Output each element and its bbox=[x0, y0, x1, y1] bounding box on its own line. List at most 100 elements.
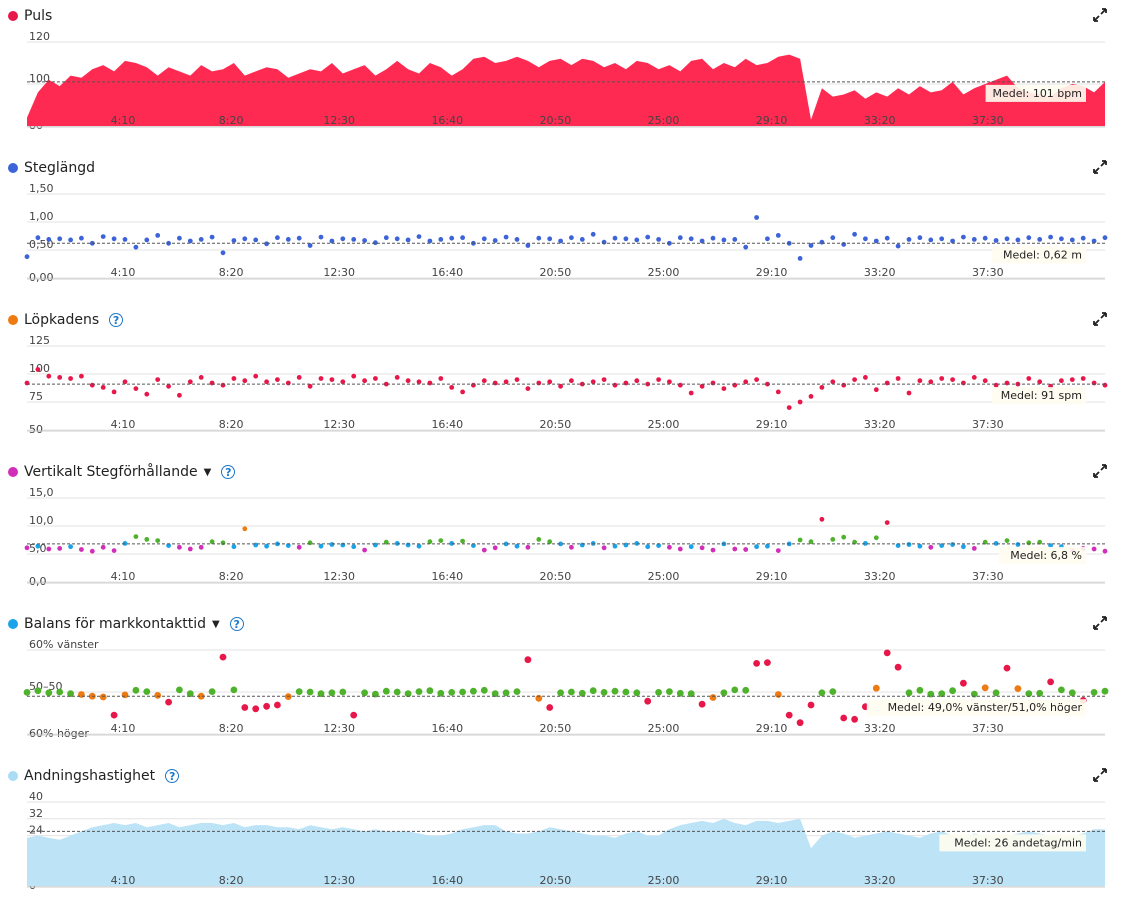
data-point bbox=[905, 689, 913, 697]
data-point bbox=[1069, 377, 1075, 382]
expand-icon[interactable] bbox=[1093, 8, 1107, 22]
help-icon[interactable]: ? bbox=[229, 617, 244, 631]
data-point bbox=[1026, 376, 1032, 381]
x-tick-label: 29:10 bbox=[756, 266, 788, 279]
data-point bbox=[296, 375, 302, 380]
data-point bbox=[242, 526, 248, 532]
data-point bbox=[198, 375, 204, 380]
data-point bbox=[426, 687, 434, 695]
series-area bbox=[27, 818, 1105, 886]
data-point bbox=[415, 688, 423, 695]
data-point bbox=[742, 686, 750, 694]
data-point bbox=[895, 243, 901, 249]
data-point bbox=[383, 539, 389, 545]
data-point bbox=[285, 380, 291, 386]
x-tick-label: 33:20 bbox=[864, 266, 896, 279]
expand-icon[interactable] bbox=[1093, 464, 1107, 478]
x-tick-label: 33:20 bbox=[864, 874, 896, 887]
data-point bbox=[536, 380, 542, 386]
data-point bbox=[939, 236, 945, 242]
x-tick-label: 29:10 bbox=[756, 722, 788, 735]
data-point bbox=[340, 379, 346, 385]
data-point bbox=[241, 704, 249, 711]
data-point bbox=[569, 544, 574, 550]
data-point bbox=[568, 688, 575, 696]
data-point bbox=[187, 379, 193, 385]
data-point bbox=[1059, 378, 1064, 384]
expand-icon[interactable] bbox=[1093, 616, 1107, 630]
data-point bbox=[797, 537, 803, 543]
data-point bbox=[819, 516, 825, 522]
data-point bbox=[275, 235, 280, 241]
x-tick-label: 16:40 bbox=[431, 570, 463, 583]
data-point bbox=[394, 375, 400, 380]
data-point bbox=[961, 380, 966, 386]
data-point bbox=[1091, 380, 1097, 386]
x-tick-label: 37:30 bbox=[972, 114, 1004, 127]
data-point bbox=[873, 535, 879, 541]
x-tick-label: 16:40 bbox=[431, 722, 463, 735]
help-icon[interactable]: ? bbox=[109, 313, 124, 327]
chart-header: Andningshastighet? bbox=[8, 766, 180, 786]
data-point bbox=[699, 383, 705, 389]
data-point bbox=[558, 541, 563, 547]
data-point bbox=[589, 687, 597, 695]
caret-down-icon[interactable]: ▼ bbox=[212, 618, 220, 630]
data-point bbox=[687, 690, 695, 698]
data-point bbox=[78, 691, 85, 698]
data-point bbox=[1080, 376, 1086, 381]
help-icon[interactable]: ? bbox=[165, 769, 180, 783]
expand-icon[interactable] bbox=[1093, 160, 1107, 174]
data-point bbox=[525, 386, 531, 391]
data-point bbox=[100, 234, 106, 239]
data-point bbox=[557, 689, 564, 697]
expand-icon[interactable] bbox=[1093, 768, 1107, 782]
data-point bbox=[121, 691, 129, 699]
help-icon[interactable]: ? bbox=[221, 465, 236, 479]
x-tick-label: 37:30 bbox=[972, 266, 1004, 279]
data-point bbox=[884, 380, 890, 386]
data-point bbox=[133, 244, 139, 250]
caret-down-icon[interactable]: ▼ bbox=[203, 466, 212, 478]
mean-label: Medel: 101 bpm bbox=[993, 87, 1082, 100]
data-point bbox=[644, 697, 652, 705]
data-point bbox=[219, 653, 227, 661]
data-point bbox=[79, 547, 84, 552]
chart-panel-andning: Andningshastighet?4032241680Medel: 26 an… bbox=[0, 760, 1121, 912]
chart-header: Löpkadens? bbox=[8, 310, 124, 330]
data-point bbox=[917, 378, 923, 384]
data-point bbox=[928, 544, 934, 550]
data-point bbox=[24, 380, 30, 386]
x-tick-label: 25:00 bbox=[648, 114, 680, 127]
x-tick-label: 4:10 bbox=[111, 874, 136, 887]
data-point bbox=[710, 380, 716, 386]
data-point bbox=[1004, 538, 1010, 543]
data-point bbox=[122, 541, 128, 546]
y-tick-label: 32 bbox=[29, 807, 43, 820]
data-point bbox=[144, 391, 150, 397]
x-tick-label: 12:30 bbox=[323, 722, 355, 735]
data-point bbox=[699, 545, 705, 551]
data-point bbox=[307, 243, 313, 248]
data-point bbox=[906, 390, 912, 396]
data-point bbox=[732, 237, 738, 242]
x-tick-label: 37:30 bbox=[972, 722, 1004, 735]
data-point bbox=[590, 379, 596, 385]
data-point bbox=[99, 693, 107, 701]
series-dot-icon bbox=[8, 771, 18, 781]
data-point bbox=[186, 690, 194, 698]
chart-panel-steglangd: Steglängd 1,50 1,00 0,50 0,00 Medel: 0,62 m 4:… bbox=[0, 152, 1121, 304]
data-point bbox=[884, 235, 890, 241]
data-point bbox=[383, 235, 389, 241]
data-point bbox=[89, 548, 95, 554]
chart-header: Balans för markkontakttid ▼? bbox=[8, 614, 244, 634]
data-point bbox=[220, 382, 226, 388]
expand-icon[interactable] bbox=[1093, 312, 1107, 326]
series-dot-icon bbox=[8, 467, 18, 477]
data-point bbox=[394, 236, 400, 242]
x-tick-label: 20:50 bbox=[540, 570, 572, 583]
data-point bbox=[187, 546, 193, 552]
data-point bbox=[688, 544, 694, 550]
data-point bbox=[808, 539, 814, 545]
data-point bbox=[634, 237, 640, 243]
